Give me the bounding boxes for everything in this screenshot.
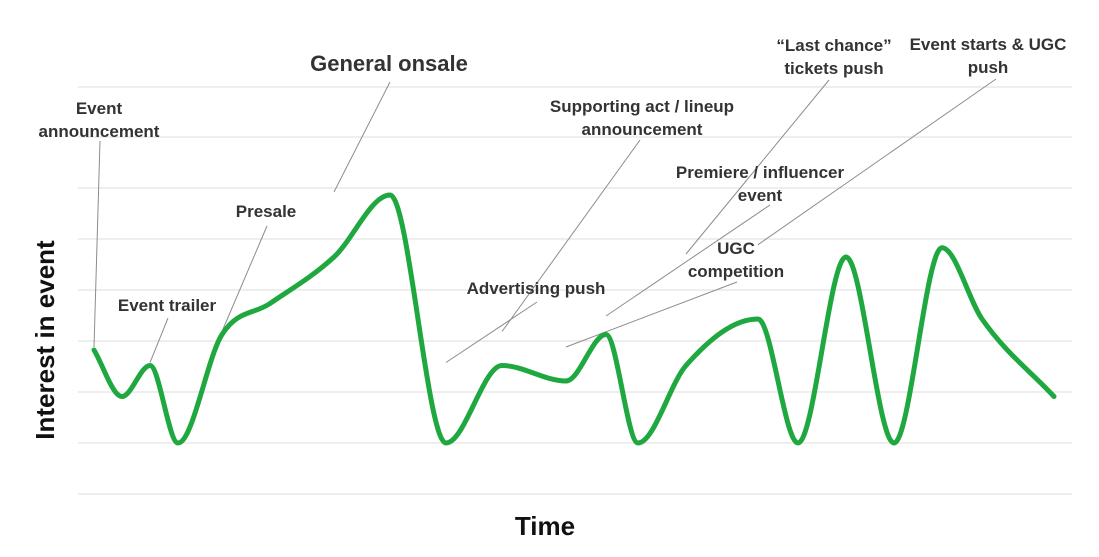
- annotation-label-line: announcement: [582, 120, 703, 139]
- x-axis-label: Time: [515, 511, 575, 541]
- annotation-leader: [757, 78, 997, 246]
- annotation-label: Premiere / influencer event: [676, 163, 845, 205]
- annotation-label: UGC competition: [688, 239, 784, 281]
- annotation-label-line: Event trailer: [118, 296, 217, 315]
- annotation-leader: [221, 225, 268, 332]
- annotation-label-line: Premiere / influencer: [676, 163, 845, 182]
- annotation-label-line: push: [968, 58, 1009, 77]
- annotation-label: General onsale: [310, 51, 468, 76]
- annotation-label-line: competition: [688, 262, 784, 281]
- annotation-label: Event announcement: [39, 99, 160, 141]
- annotation-leader: [565, 281, 738, 348]
- annotation-label-line: tickets push: [784, 59, 883, 78]
- annotation-label: Event trailer: [118, 296, 217, 315]
- annotation-label-line: Supporting act / lineup: [550, 97, 734, 116]
- annotation-leader: [333, 81, 391, 193]
- annotation-label: Event starts & UGC push: [910, 35, 1067, 77]
- annotation-leader: [93, 140, 101, 348]
- annotation-label-line: Presale: [236, 202, 297, 221]
- annotation-leader: [605, 204, 771, 317]
- annotation-leader: [501, 139, 641, 332]
- annotation-label: “Last chance” tickets push: [776, 36, 891, 78]
- y-axis-label: Interest in event: [30, 240, 60, 440]
- annotations: Event announcement Event trailer Presale Gen…: [39, 35, 1067, 315]
- annotation-label: Supporting act / lineup announcement: [550, 97, 734, 139]
- annotation-label-line: General onsale: [310, 51, 468, 76]
- gridlines: [78, 86, 1072, 495]
- annotation-label-line: Event starts & UGC: [910, 35, 1067, 54]
- annotation-label-line: UGC: [717, 239, 755, 258]
- series-line: [91, 192, 1057, 446]
- annotation-label-line: “Last chance”: [776, 36, 891, 55]
- annotation-label-line: Advertising push: [467, 279, 606, 298]
- annotation-label-line: event: [738, 186, 783, 205]
- annotation-leader: [149, 317, 169, 363]
- annotation-leader: [685, 79, 830, 255]
- annotation-label-line: announcement: [39, 122, 160, 141]
- annotation-label: Advertising push: [467, 279, 606, 298]
- annotation-label: Presale: [236, 202, 297, 221]
- annotation-label-line: Event: [76, 99, 123, 118]
- annotation-leader: [445, 301, 538, 363]
- annotation-leaders: [93, 78, 997, 363]
